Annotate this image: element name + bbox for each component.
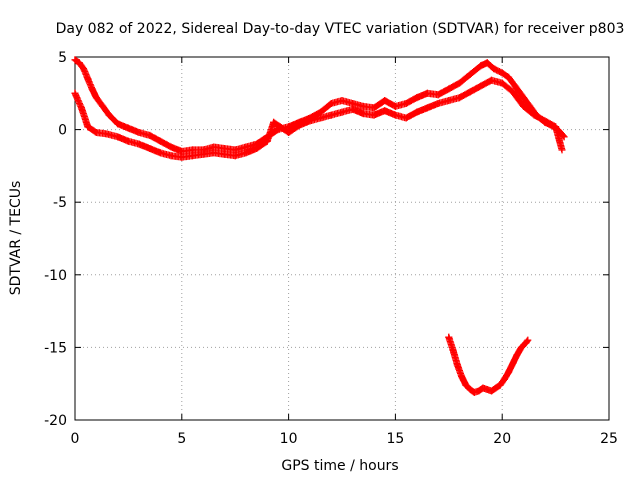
series-anomaly-arc <box>445 333 532 396</box>
y-tick-label: -15 <box>44 340 67 356</box>
chart-title: Day 082 of 2022, Sidereal Day-to-day VTE… <box>56 21 625 37</box>
y-axis-label: SDTVAR / TECUs <box>8 181 24 296</box>
y-tick-label: -5 <box>53 195 67 211</box>
y-tick-label: -20 <box>44 413 67 429</box>
x-tick-label: 25 <box>600 431 618 447</box>
axis-ticks: 0 5 10 15 20 25 -20 -15 -10 -5 0 5 <box>44 50 618 447</box>
data-points <box>71 56 568 396</box>
series-main-track-lower <box>71 76 566 161</box>
x-axis-label: GPS time / hours <box>281 458 398 474</box>
x-tick-label: 5 <box>177 431 186 447</box>
y-tick-label: 0 <box>58 123 67 139</box>
y-tick-label: -10 <box>44 268 67 284</box>
series-marker-trail <box>71 56 567 155</box>
plot-frame <box>74 56 610 421</box>
x-tick-label: 15 <box>386 431 404 447</box>
x-tick-label: 10 <box>280 431 298 447</box>
series-marker-trail <box>71 76 566 161</box>
x-tick-label: 20 <box>493 431 511 447</box>
x-tick-label: 0 <box>71 431 80 447</box>
y-tick-label: 5 <box>58 50 67 66</box>
series-marker-trail <box>445 333 531 396</box>
